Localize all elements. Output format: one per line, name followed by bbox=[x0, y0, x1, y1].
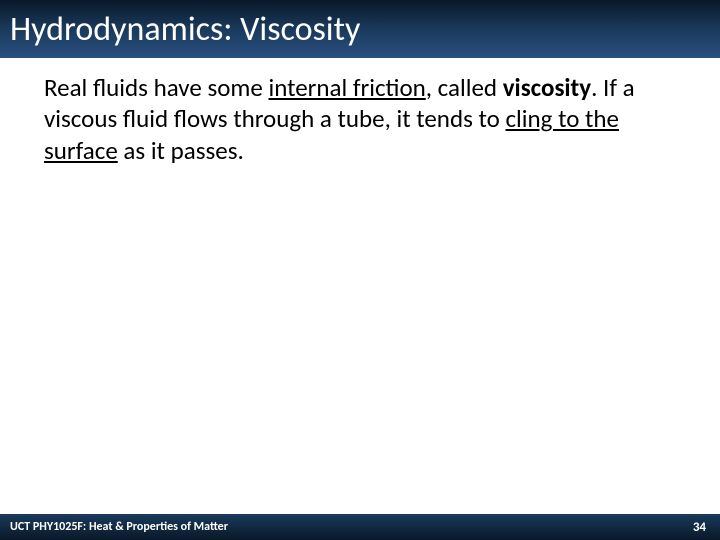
title-bar: Hydrodynamics: Viscosity bbox=[0, 0, 720, 58]
slide-body: Real fluids have some internal friction,… bbox=[0, 58, 720, 514]
body-seg3: , called bbox=[426, 72, 503, 103]
footer-course: UCT PHY1025F: Heat & Properties of Matte… bbox=[10, 520, 228, 534]
body-seg4-bold: viscosity bbox=[503, 72, 591, 103]
slide-container: Hydrodynamics: Viscosity Real fluids hav… bbox=[0, 0, 720, 540]
body-seg7: as it passes. bbox=[118, 135, 244, 166]
slide-title: Hydrodynamics: Viscosity bbox=[10, 9, 360, 50]
body-seg2-underline: internal friction bbox=[268, 72, 425, 103]
footer-bar: UCT PHY1025F: Heat & Properties of Matte… bbox=[0, 514, 720, 540]
body-paragraph: Real fluids have some internal friction,… bbox=[44, 72, 676, 166]
footer-page-number: 34 bbox=[693, 520, 706, 535]
body-seg1: Real fluids have some bbox=[44, 72, 268, 103]
